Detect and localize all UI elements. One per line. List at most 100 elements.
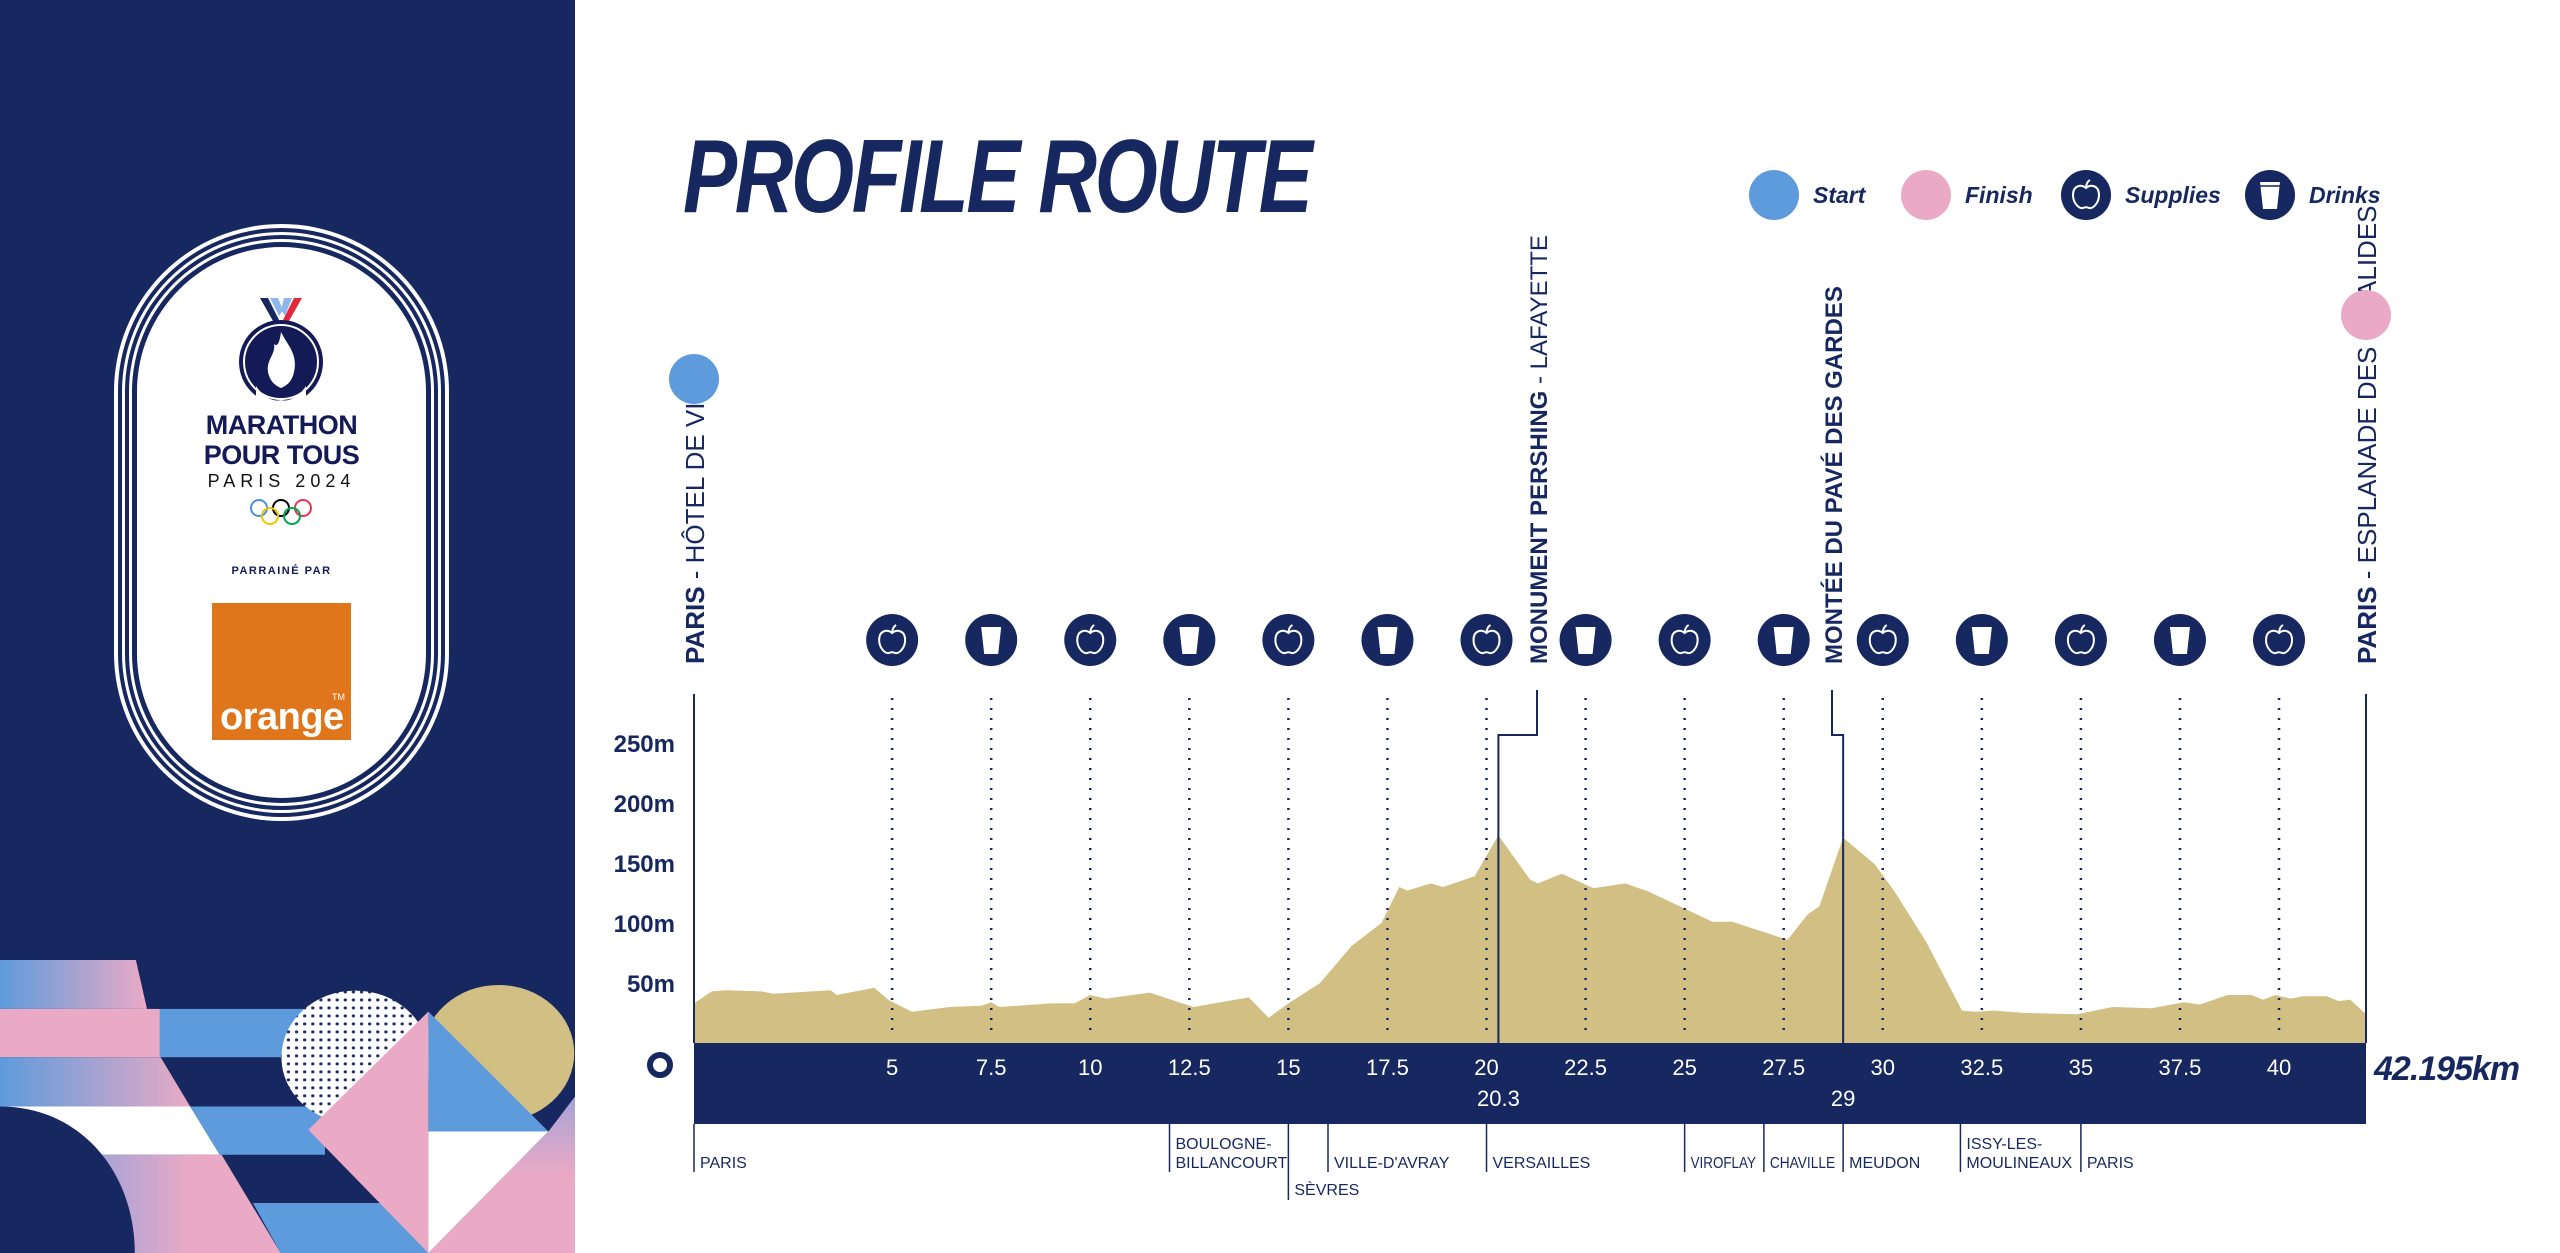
pershing-landmark-label-bold: MONUMENT PERSHING [1526, 391, 1553, 664]
supplies-station-marker [1658, 614, 1711, 666]
cup-icon [2245, 170, 2295, 220]
town-label: BOULOGNE- [1176, 1136, 1272, 1153]
station-circle [866, 614, 919, 666]
cup-icon [1179, 627, 1200, 654]
x-tick-label: 37.5 [2159, 1055, 2202, 1080]
apple-icon [2061, 170, 2111, 220]
station-circle [1460, 614, 1513, 666]
sponsor-label: PARRAINÉ PAR [231, 565, 332, 577]
town-label: BILLANCOURT [1176, 1155, 1288, 1172]
finish-dot-icon [1901, 170, 1951, 220]
y-tick-label: 250m [614, 731, 675, 758]
orange-sponsor-logo: orange TM [212, 603, 351, 740]
town-label: CHAVILLE [1770, 1155, 1835, 1172]
apple-icon [1472, 624, 1501, 655]
x-tick-label: 12.5 [1168, 1055, 1211, 1080]
medal-flame-logo [239, 298, 323, 408]
x-tick-label: 20 [1474, 1055, 1498, 1080]
x-tick-label: 17.5 [1366, 1055, 1409, 1080]
drinks-station-marker [1757, 614, 1810, 666]
start-location-label-bold: PARIS [680, 586, 710, 664]
legend-finish-label: Finish [1965, 181, 2033, 208]
y-tick-label: 150m [614, 851, 675, 878]
supplies-station-marker [2054, 614, 2107, 666]
legend-finish: Finish [1901, 170, 2033, 220]
cup-icon [981, 627, 1002, 654]
legend-supplies: Supplies [2061, 170, 2221, 220]
apple-icon [878, 624, 907, 655]
sponsor-trademark: TM [332, 692, 345, 702]
town-label: MOULINEAUX [1966, 1155, 2072, 1172]
apple-icon [2066, 624, 2095, 655]
pershing-landmark-label-rest: - LAFAYETTE [1526, 235, 1553, 391]
x-tick-label: 25 [1672, 1055, 1696, 1080]
drinks-station-marker [965, 614, 1018, 666]
pershing-leader-line [1497, 690, 1538, 1043]
apple-icon [1868, 624, 1897, 655]
supplies-station-marker [2253, 614, 2306, 666]
apple-icon [2265, 624, 2294, 655]
finish-location-label-rest: - ESPLANADE DES INVALIDES [2352, 205, 2382, 586]
town-label: MEUDON [1849, 1155, 1920, 1172]
finish-location-label-bold: PARIS [2352, 586, 2382, 664]
town-label: SÈVRES [1294, 1180, 1359, 1199]
x-tick-label: 7.5 [976, 1055, 1007, 1080]
x-extra-tick-label: 29 [1831, 1086, 1855, 1111]
town-label: VERSAILLES [1493, 1155, 1591, 1172]
start-marker [669, 354, 719, 404]
finish-marker [2341, 290, 2391, 340]
legend-drinks-label: Drinks [2309, 181, 2381, 208]
cup-icon [1377, 627, 1398, 654]
station-circle [1262, 614, 1315, 666]
page-title: PROFILE ROUTE [683, 119, 1313, 235]
legend-supplies-label: Supplies [2125, 181, 2221, 208]
town-label: PARIS [700, 1155, 747, 1172]
legend-start-label: Start [1813, 181, 1866, 208]
station-circle [2253, 614, 2306, 666]
drinks-station-marker [1163, 614, 1216, 666]
x-extra-tick-label: 20.3 [1477, 1086, 1520, 1111]
y-tick-label: 100m [614, 911, 675, 938]
x-tick-label: 22.5 [1564, 1055, 1607, 1080]
apple-icon [1274, 624, 1303, 655]
cup-icon [1575, 627, 1596, 654]
legend-start: Start [1749, 170, 1865, 220]
drinks-station-marker [1361, 614, 1414, 666]
pershing-landmark-label: MONUMENT PERSHING - LAFAYETTE [1526, 235, 1553, 664]
decorative-geometric-art [0, 940, 575, 1253]
distance-band [694, 1043, 2366, 1124]
zero-marker [647, 1052, 673, 1078]
supplies-station-marker [1064, 614, 1117, 666]
cup-icon [1971, 627, 1992, 654]
apple-icon [1670, 624, 1699, 655]
town-label: PARIS [2087, 1155, 2134, 1172]
x-tick-label: 30 [1871, 1055, 1895, 1080]
drinks-station-marker [1559, 614, 1612, 666]
logo-title-line1: MARATHON [205, 410, 358, 440]
legend-drinks: Drinks [2245, 170, 2381, 220]
station-circle [1658, 614, 1711, 666]
drinks-station-marker [1955, 614, 2008, 666]
x-tick-label: 35 [2069, 1055, 2093, 1080]
x-tick-label: 40 [2267, 1055, 2291, 1080]
total-distance-label: 42.195km [2373, 1050, 2519, 1088]
supplies-station-marker [1262, 614, 1315, 666]
x-tick-label: 10 [1078, 1055, 1102, 1080]
pave-leader-line [1831, 690, 1845, 1043]
x-tick-label: 15 [1276, 1055, 1300, 1080]
cup-icon [2169, 627, 2190, 654]
logo-title-line2: POUR TOUS [203, 440, 360, 470]
x-tick-label: 5 [886, 1055, 898, 1080]
x-tick-label: 32.5 [1960, 1055, 2003, 1080]
drinks-station-marker [2153, 614, 2206, 666]
apple-icon [1076, 624, 1105, 655]
olympic-rings-icon [250, 499, 312, 525]
y-tick-label: 50m [627, 971, 675, 998]
town-label: VILLE-D'AVRAY [1334, 1155, 1450, 1172]
start-dot-icon [1749, 170, 1799, 220]
town-label: VIROFLAY [1691, 1155, 1757, 1172]
x-tick-label: 27.5 [1762, 1055, 1805, 1080]
pave-landmark-label: MONTÉE DU PAVÉ DES GARDES [1820, 286, 1848, 664]
sponsor-name: orange [220, 696, 344, 738]
